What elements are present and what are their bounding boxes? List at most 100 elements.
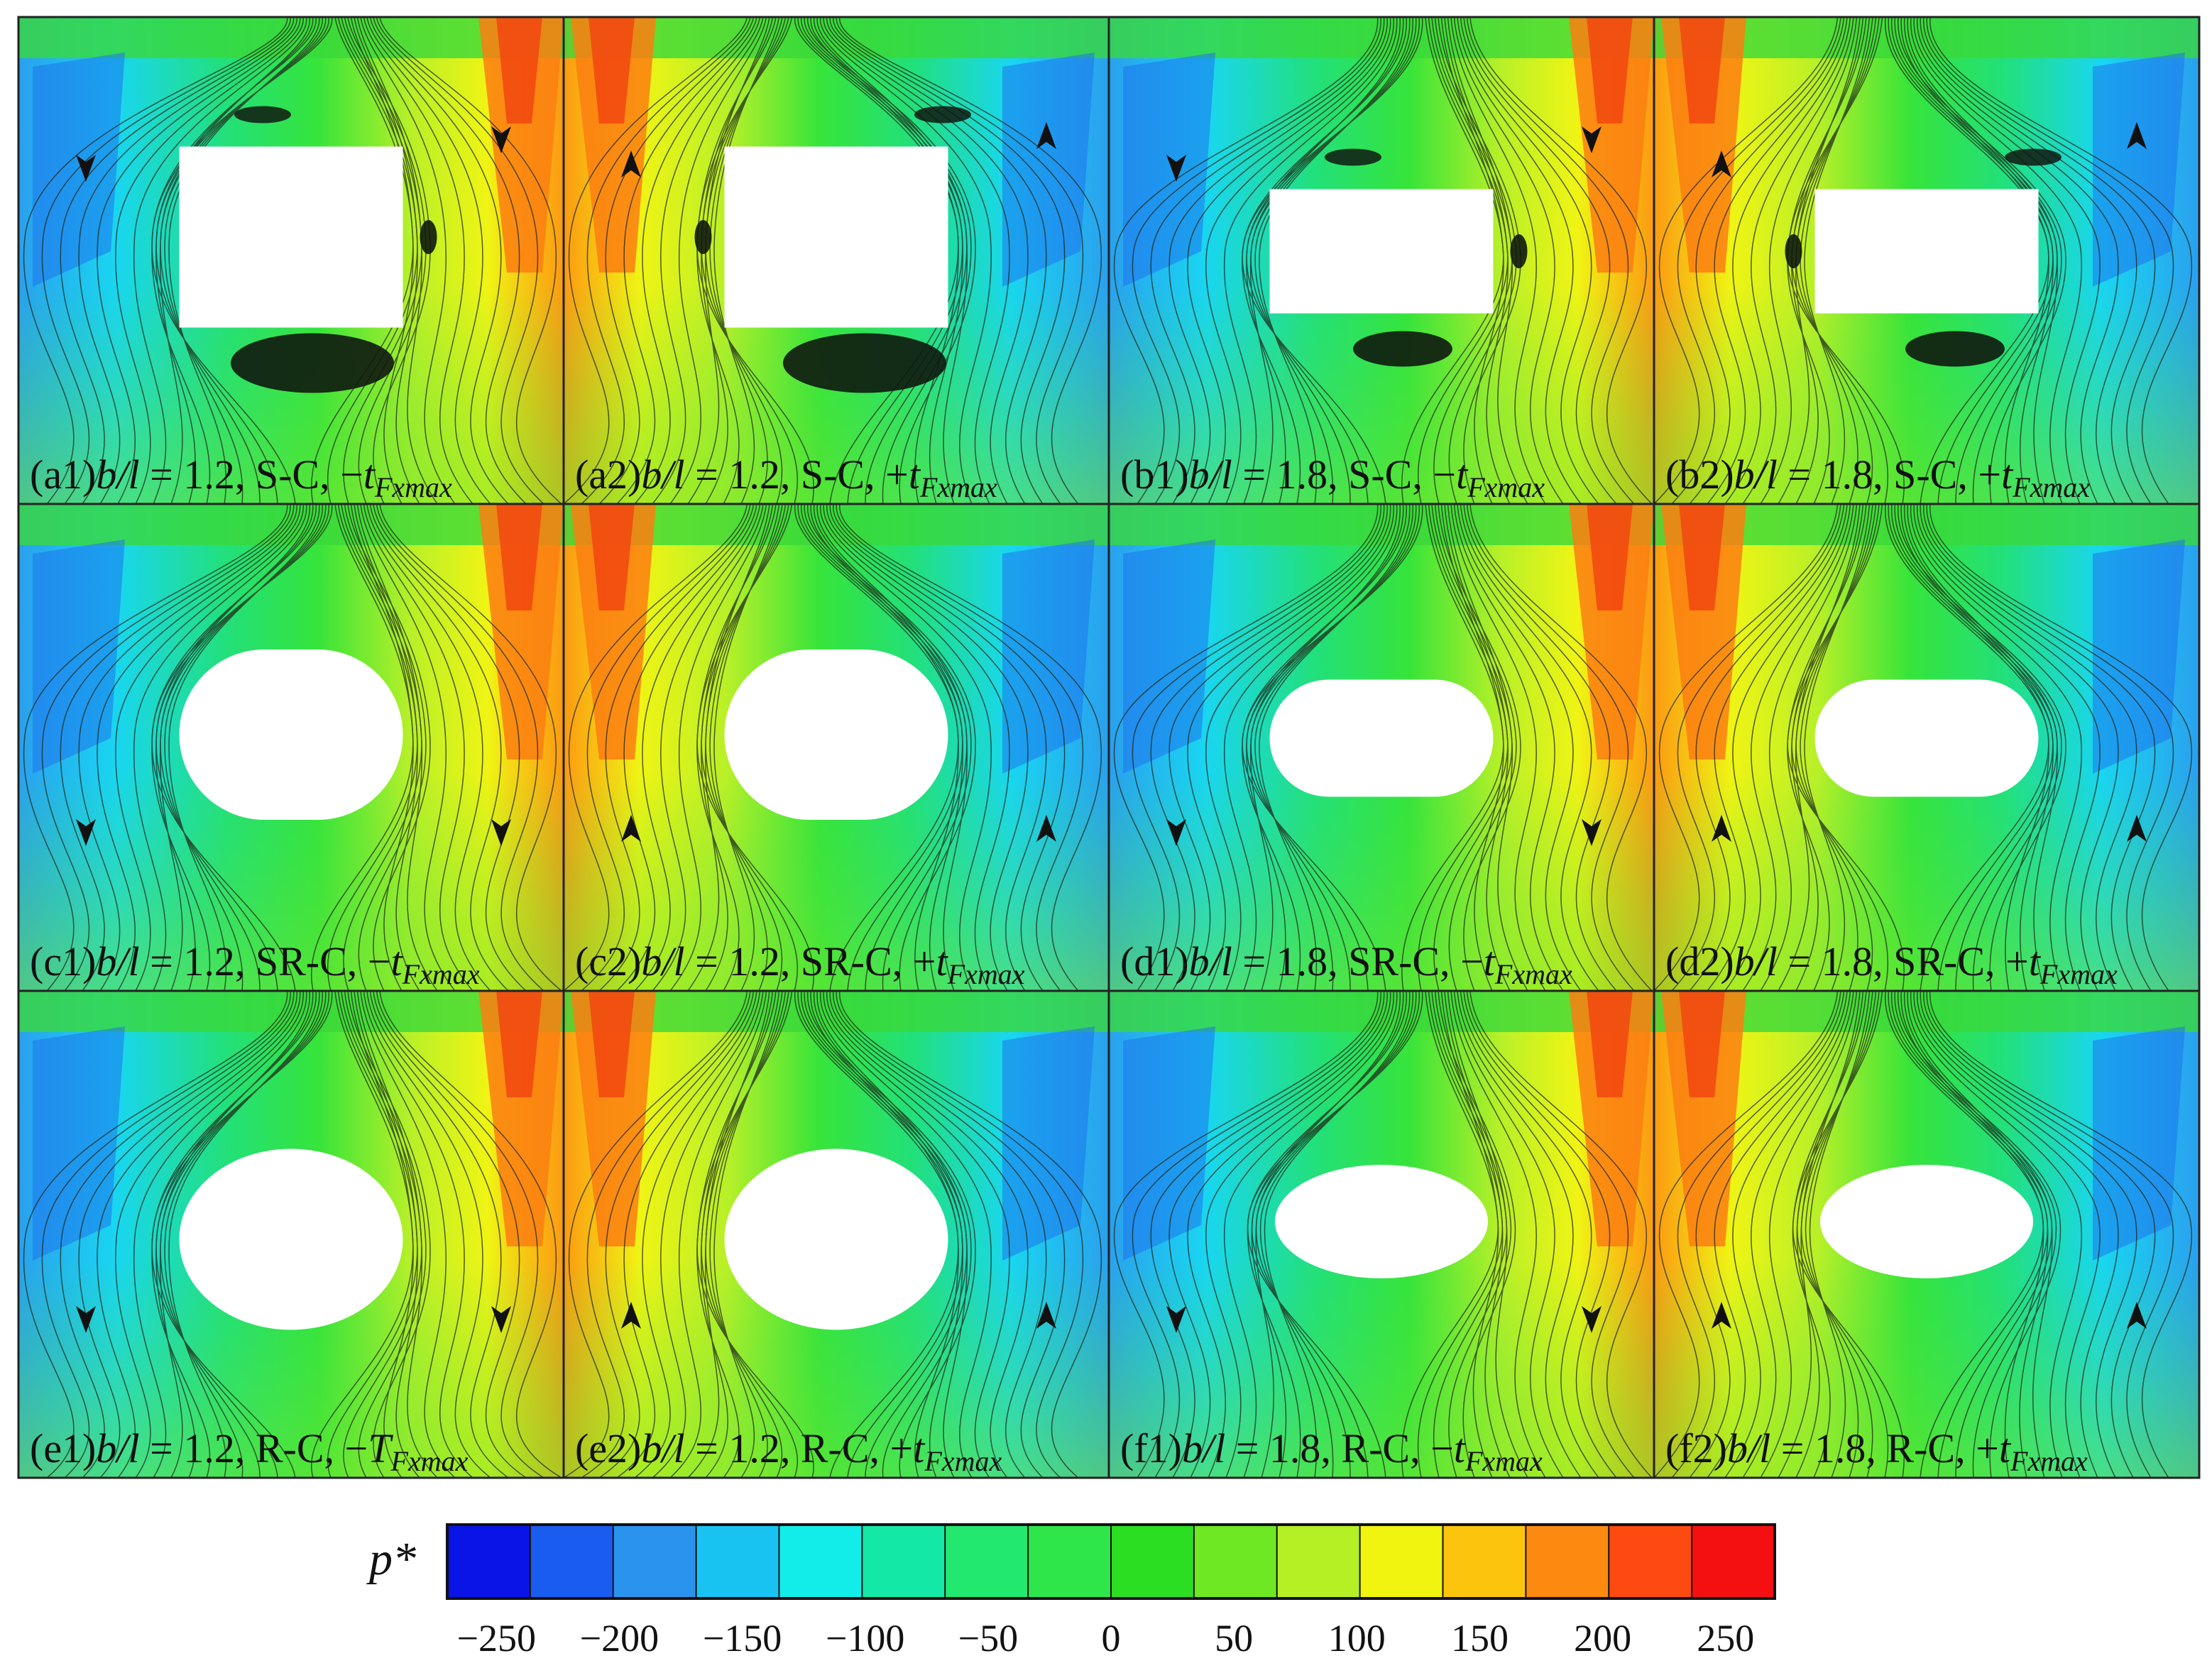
streamline [598, 17, 755, 504]
time-subscript: Fxmax [402, 958, 480, 990]
ratio-b: b [96, 938, 116, 984]
streamline [373, 504, 527, 991]
panel-c1: (c1)b/l = 1.2, SR-C, −tFxmax [17, 503, 565, 992]
streamline [1453, 991, 1564, 1478]
cylinder-body [179, 146, 403, 328]
panel-c2: (c2)b/l = 1.2, SR-C, +tFxmax [562, 503, 1110, 992]
panel-a2: (a2)b/l = 1.2, S-C, +tFxmax [562, 16, 1110, 505]
config-name: R-C, [256, 1425, 345, 1471]
streamline [1910, 991, 2082, 1478]
panel-label: (e2)b/l = 1.2, R-C, +tFxmax [575, 1425, 1002, 1477]
panel-e2: (e2)b/l = 1.2, R-C, +tFxmax [562, 989, 1110, 1479]
panel-tag: (d1) [1120, 938, 1189, 984]
ratio-l: l [128, 451, 140, 498]
streamline [598, 504, 755, 991]
streamline [1447, 504, 1528, 991]
streamline [833, 17, 1066, 504]
panel-grid: (a1)b/l = 1.2, S-C, −tFxmax (a2)b/l = 1.2… [17, 16, 2201, 1479]
streamline [713, 504, 780, 991]
colorbar-frame [446, 1523, 1776, 1600]
vortex-cores [694, 106, 971, 393]
time-symbol: t [1999, 1425, 2012, 1471]
time-symbol: t [2001, 451, 2014, 498]
streamline [814, 991, 963, 1478]
time-sign: + [885, 451, 909, 498]
time-sign: + [1978, 451, 2001, 498]
streamline [363, 17, 473, 504]
panel-d1: (d1)b/l = 1.8, SR-C, −tFxmax [1107, 503, 1655, 992]
streamline [1707, 504, 1848, 991]
streamline [1742, 504, 1854, 991]
streamline [115, 504, 304, 991]
streamline [1671, 17, 1841, 504]
streamline [823, 17, 1010, 504]
side-vortex [420, 220, 437, 254]
time-sign: + [1976, 1425, 1999, 1471]
flow-direction-arrow [76, 819, 96, 846]
colorbar-tick-label: −100 [826, 1617, 904, 1660]
config-name: R-C, [1341, 1425, 1430, 1471]
streamline [1255, 991, 1417, 1478]
streamline [1929, 504, 2193, 991]
flow-direction-arrow [2127, 122, 2147, 149]
streamline [1450, 504, 1546, 991]
streamline [1689, 991, 1845, 1478]
ratio-value: = 1.8, [1225, 1425, 1341, 1471]
streamline [807, 17, 976, 504]
streamline [1797, 991, 1889, 1478]
streamline [160, 504, 327, 991]
time-symbol: t [363, 451, 376, 498]
colorbar-segment [1359, 1524, 1444, 1599]
panel-tag: (c1) [30, 938, 96, 984]
streamline [379, 504, 562, 991]
time-subscript: Fxmax [1467, 471, 1545, 503]
streamline [379, 17, 562, 504]
streamline [376, 17, 544, 504]
ratio-l: l [674, 1425, 685, 1471]
time-symbol: T [368, 1425, 393, 1471]
time-subscript: Fxmax [2010, 1445, 2088, 1477]
contour-field [1109, 17, 1654, 504]
streamline [839, 991, 1102, 1478]
ratio-value: = 1.8, [1232, 451, 1348, 498]
flow-direction-arrow [1582, 819, 1601, 846]
time-sign: + [890, 1425, 914, 1471]
streamline [360, 991, 456, 1478]
colorbar-segment [1442, 1524, 1527, 1599]
streamline [1809, 991, 1871, 1478]
flow-arrows [621, 122, 1056, 177]
streamlines [564, 991, 1102, 1478]
flow-direction-arrow [1166, 155, 1186, 182]
streamline [97, 991, 301, 1478]
streamlines [564, 504, 1102, 991]
streamline [1469, 504, 1653, 991]
streamline [1900, 504, 2049, 991]
streamline [833, 991, 1066, 1478]
streamline [1904, 991, 2049, 1478]
time-subscript: Fxmax [947, 958, 1025, 990]
flow-direction-arrow [1712, 1302, 1731, 1329]
streamline [1246, 504, 1420, 991]
ratio-value: = 1.8, [1778, 451, 1893, 498]
flow-arrows [1166, 819, 1601, 846]
streamline [1168, 991, 1388, 1478]
colorbar-segment [861, 1524, 946, 1599]
streamline [1804, 17, 1871, 504]
flow-direction-arrow [76, 155, 96, 182]
streamline [1254, 504, 1413, 991]
colorbar-segment [1027, 1524, 1112, 1599]
streamline [1440, 991, 1499, 1478]
panel-tag: (a1) [30, 451, 96, 498]
streamline [155, 504, 329, 991]
streamline [1453, 504, 1564, 991]
streamline [1438, 991, 1516, 1478]
streamline [1463, 991, 1617, 1478]
colorbar-tick-label: 0 [1102, 1617, 1121, 1660]
streamline [366, 991, 491, 1478]
streamline [1254, 17, 1413, 504]
panel-b2: (b2)b/l = 1.8, S-C, +tFxmax [1653, 16, 2201, 505]
ratio-value: = 1.8, [1770, 1425, 1886, 1471]
streamline [836, 504, 1084, 991]
streamline [1444, 504, 1511, 991]
